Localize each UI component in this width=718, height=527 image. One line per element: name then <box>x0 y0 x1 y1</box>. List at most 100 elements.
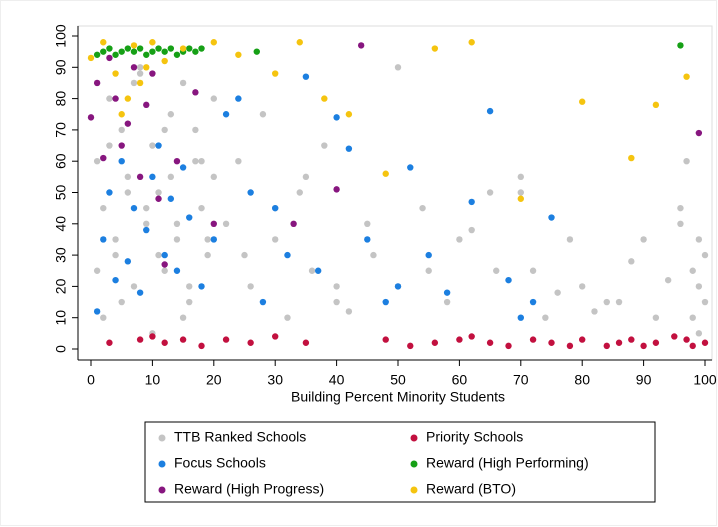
point <box>333 186 340 193</box>
point <box>321 142 328 149</box>
point <box>431 45 439 52</box>
point <box>517 314 524 321</box>
point <box>652 101 660 109</box>
point <box>186 214 193 221</box>
point <box>382 336 389 343</box>
point <box>106 142 113 149</box>
point <box>124 189 132 196</box>
point <box>548 339 555 346</box>
point <box>130 42 138 49</box>
legend <box>144 421 656 503</box>
point <box>186 45 193 52</box>
point <box>87 54 95 62</box>
point <box>296 189 303 196</box>
x-tick-label: 50 <box>390 372 406 388</box>
point <box>93 79 101 87</box>
y-tick-label: 70 <box>53 122 69 138</box>
point <box>290 220 297 227</box>
point <box>149 70 156 77</box>
point <box>124 95 132 102</box>
point <box>259 111 267 118</box>
point <box>683 73 690 80</box>
point <box>364 236 371 243</box>
point <box>167 173 175 181</box>
point <box>591 308 598 315</box>
point <box>106 189 113 196</box>
point <box>124 45 132 52</box>
point <box>112 276 119 284</box>
x-axis-label: Building Percent Minority Students <box>291 389 505 405</box>
y-tick-label: 30 <box>53 247 69 263</box>
point <box>407 342 414 350</box>
point <box>468 226 475 234</box>
point <box>179 164 187 171</box>
point <box>136 70 144 77</box>
point <box>93 158 101 165</box>
point <box>603 298 610 306</box>
point <box>143 204 150 212</box>
point <box>235 95 242 102</box>
legend-label: Priority Schools <box>426 429 523 445</box>
point <box>566 236 574 243</box>
legend-marker <box>158 434 166 442</box>
point <box>333 283 340 290</box>
y-tick-label: 90 <box>53 59 69 75</box>
point <box>87 114 95 121</box>
x-tick-label: 100 <box>693 372 717 388</box>
legend-marker <box>410 486 418 494</box>
point <box>529 298 537 306</box>
point <box>149 48 156 55</box>
point <box>112 51 119 58</box>
x-tick-label: 0 <box>87 372 95 388</box>
point <box>456 236 463 243</box>
point <box>468 39 475 46</box>
point <box>689 314 696 321</box>
y-tick-label: 20 <box>53 278 69 294</box>
point <box>314 267 322 274</box>
point <box>198 342 205 350</box>
point <box>93 267 101 274</box>
point <box>192 48 199 55</box>
point <box>579 283 586 290</box>
x-tick-label: 80 <box>574 372 590 388</box>
y-tick-label: 0 <box>53 345 69 353</box>
y-tick-label: 100 <box>53 24 69 48</box>
point <box>173 51 181 58</box>
point <box>615 339 623 346</box>
point <box>272 204 279 212</box>
point <box>701 298 709 306</box>
legend-label: Focus Schools <box>174 455 266 471</box>
point <box>357 42 365 49</box>
point <box>652 314 660 321</box>
point <box>118 111 125 118</box>
point <box>529 336 537 343</box>
point <box>247 189 254 196</box>
point <box>198 158 205 165</box>
point <box>179 45 187 52</box>
point <box>149 142 156 149</box>
point <box>136 64 144 71</box>
point <box>701 251 709 259</box>
point <box>186 298 193 306</box>
point <box>677 42 684 49</box>
point <box>112 70 119 77</box>
point <box>302 73 310 80</box>
point <box>517 189 524 196</box>
point <box>210 173 217 181</box>
point <box>155 195 162 202</box>
point <box>167 111 175 118</box>
point <box>486 107 494 115</box>
point <box>486 339 494 346</box>
point <box>161 57 168 65</box>
point <box>173 158 181 165</box>
point <box>143 101 150 109</box>
point <box>124 173 132 181</box>
point <box>284 314 291 321</box>
point <box>161 251 168 259</box>
point <box>529 267 537 274</box>
point <box>321 95 328 102</box>
point <box>118 48 125 55</box>
point <box>695 236 703 243</box>
point <box>155 189 162 196</box>
